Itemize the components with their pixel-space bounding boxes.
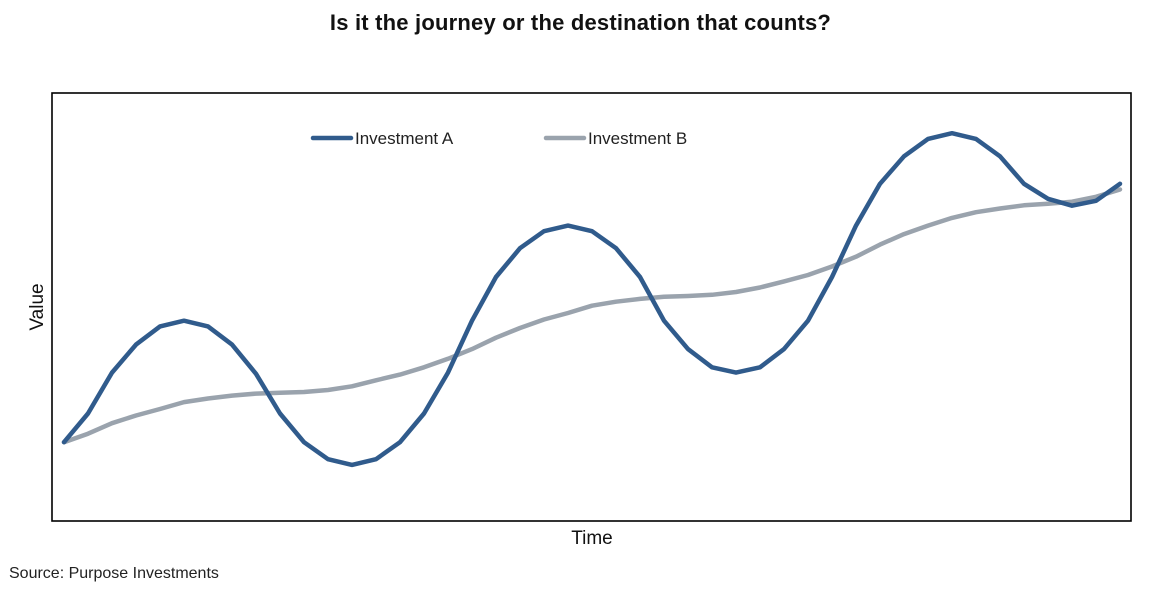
series-line-investment-a: [61, 130, 1123, 468]
source-note: Source: Purpose Investments: [9, 565, 219, 582]
legend-item-investment-b: Investment B: [543, 129, 687, 148]
x-axis-label: Time: [571, 528, 613, 549]
legend-label-investment-b: Investment B: [588, 129, 687, 148]
y-axis-label: Value: [27, 283, 48, 330]
legend-item-investment-a: Investment A: [310, 129, 454, 148]
chart-title: Is it the journey or the destination tha…: [329, 10, 832, 35]
legend-label-investment-a: Investment A: [355, 129, 454, 148]
series-line-investment-b: [61, 187, 1123, 445]
plot-frame: [51, 92, 1132, 522]
